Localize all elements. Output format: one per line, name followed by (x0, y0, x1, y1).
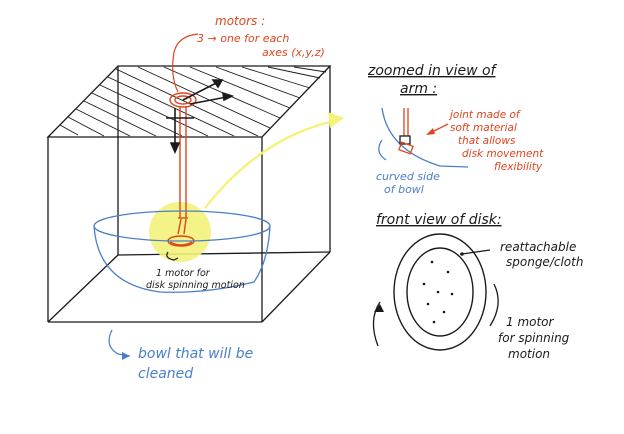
bottom-left-edge (47, 254, 119, 323)
bottom-back-edge (117, 251, 331, 256)
bottom-right-edge (261, 251, 331, 323)
bowl-label-line1: bowl that will be (138, 346, 253, 362)
curved-side-label-line1: curved side (376, 170, 440, 183)
bowl-label-arrow-head (122, 352, 130, 360)
front-view-title: front view of disk: (376, 212, 502, 228)
joint-label-line2: soft material (450, 122, 517, 134)
axis-arrow-head-2 (222, 91, 235, 102)
disk-front-view (393, 233, 487, 351)
zoom-curved-bowl (381, 107, 469, 168)
spin-motor-label-line1: 1 motor (506, 315, 555, 329)
axis-arrow-head-3 (169, 142, 181, 154)
motors-label-line3: axes (x,y,z) (262, 46, 325, 59)
zoomed-arm (381, 107, 469, 168)
rotation-arrow (372, 301, 381, 347)
bowl-label-arrow (108, 329, 131, 357)
joint-label-line4: disk movement (462, 148, 544, 160)
sponge-label-line2: sponge/cloth (506, 255, 583, 269)
spin-arrow-right (489, 283, 499, 327)
bowl-body (93, 225, 271, 293)
axis-arrows (166, 79, 235, 154)
top-face (46, 65, 332, 138)
disk-motor-label-line2: disk spinning motion (146, 280, 245, 291)
sponge-label-line1: reattachable (500, 240, 576, 254)
motors-pointer (172, 33, 199, 93)
zoom-joint (398, 141, 414, 155)
disk-highlight (149, 202, 211, 262)
zoom-title-line2: arm : (400, 81, 437, 97)
disk-sponge (406, 247, 474, 337)
rotation-arrow-head (374, 304, 384, 312)
sponge-pointer (461, 249, 491, 255)
enclosure-box (46, 65, 332, 323)
motors-label-line1: motors : (215, 14, 265, 28)
spin-motor-label-line2: for spinning (498, 331, 570, 345)
sponge-dots (422, 260, 454, 324)
axis-arrow-head-1 (211, 79, 224, 89)
bowl-label-line2: cleaned (138, 366, 193, 382)
disk-spin-arrow (166, 251, 179, 261)
zoom-callout-arrow (204, 120, 331, 209)
joint-label-line3: that allows (458, 135, 516, 147)
disk-motor-label-line1: 1 motor for (156, 268, 211, 279)
axis-motor (169, 92, 197, 108)
zoom-title-line1: zoomed in view of (367, 63, 498, 79)
spin-motor-label-line3: motion (508, 347, 550, 361)
motors-label-line2: 3 → one for each (197, 32, 289, 45)
curved-side-label-line2: of bowl (384, 183, 424, 196)
joint-label-line5: flexibility (494, 161, 543, 173)
zoom-callout-arrow-head (328, 112, 344, 128)
curved-side-pointer (378, 139, 387, 161)
joint-label-line1: joint made of (448, 109, 522, 121)
disk-outer (393, 233, 487, 351)
bowl (93, 210, 271, 293)
top-hatching (59, 66, 327, 137)
